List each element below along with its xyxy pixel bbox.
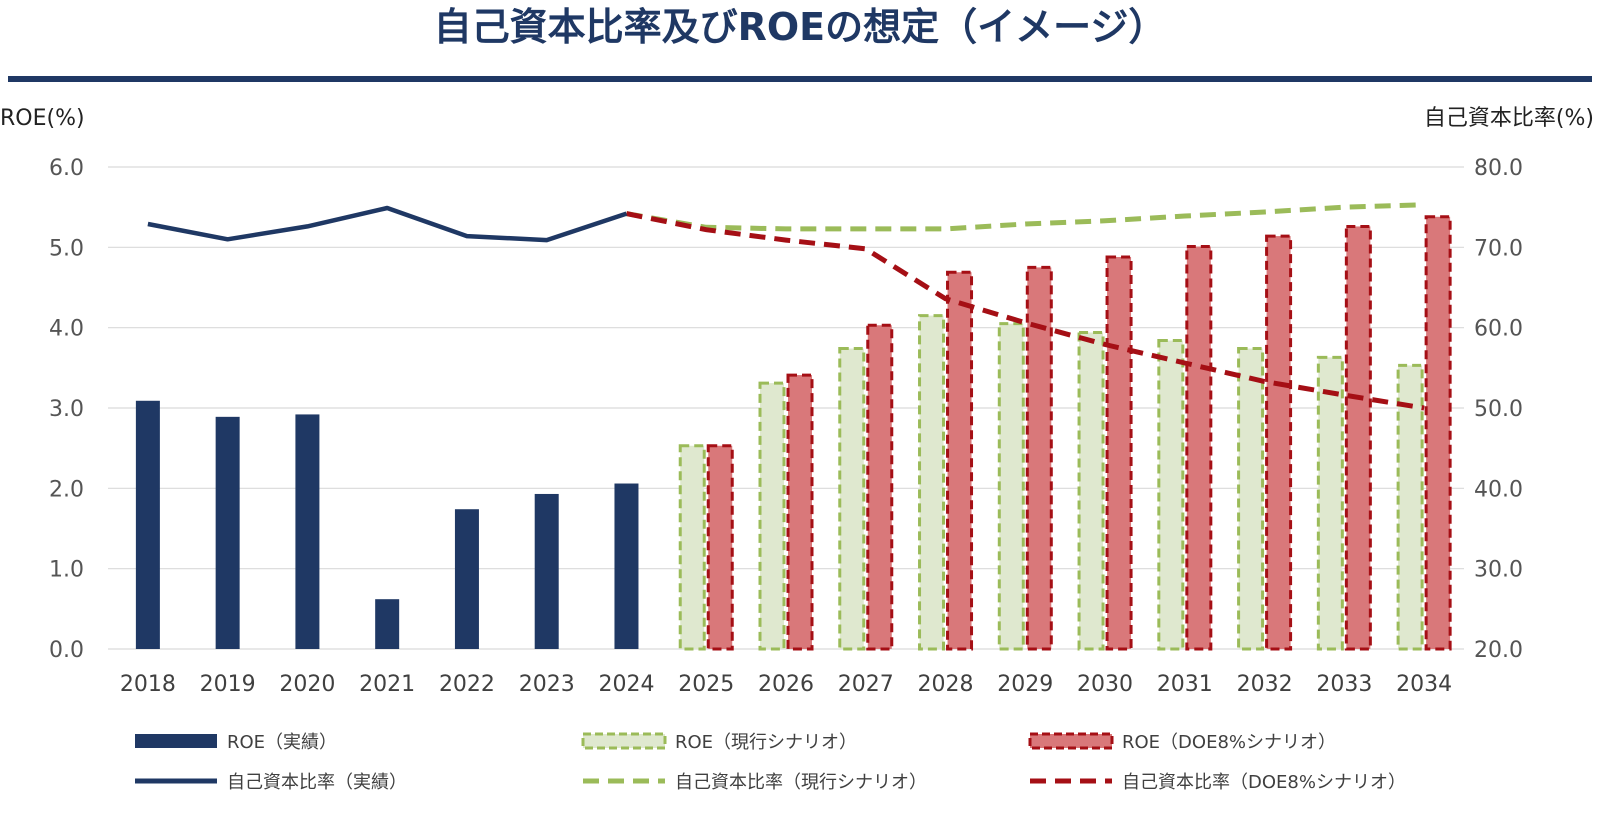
x-tick-label: 2018	[120, 672, 176, 697]
legend-label: 自己資本比率（DOE8%シナリオ）	[1122, 772, 1406, 793]
bar-roe-doe8	[1105, 255, 1133, 651]
y-right-tick-label: 70.0	[1474, 236, 1523, 261]
bars	[135, 215, 1452, 651]
legend-label: ROE（DOE8%シナリオ）	[1122, 732, 1336, 753]
bar-roe-doe8	[786, 373, 814, 651]
x-tick-label: 2027	[838, 672, 894, 697]
bar-roe-current	[997, 322, 1025, 651]
bar-roe-doe8	[1185, 245, 1213, 651]
legend-swatch-bar	[581, 732, 667, 750]
y-left-tick-label: 5.0	[49, 236, 84, 261]
legend-label: ROE（実績）	[227, 732, 337, 753]
line-equity-ratio-actual	[147, 205, 628, 243]
y-right-tick-label: 30.0	[1474, 558, 1523, 583]
x-tick-label: 2030	[1077, 672, 1133, 697]
x-tick-label: 2024	[598, 672, 654, 697]
y-left-tick-label: 0.0	[49, 638, 84, 663]
bar-roe-doe8	[1424, 215, 1452, 651]
bar-roe-actual	[614, 483, 639, 649]
y-right-tick-label: 20.0	[1474, 638, 1523, 663]
bar-roe-doe8	[706, 444, 734, 651]
bar-roe-current	[758, 381, 786, 651]
y-left-tick-label: 1.0	[49, 558, 84, 583]
x-tick-label: 2026	[758, 672, 814, 697]
legend-swatch-bar	[1028, 732, 1114, 750]
line-equity-ratio-doe8	[626, 211, 1425, 411]
line-equity-ratio-current	[626, 202, 1425, 232]
x-tick-label: 2031	[1157, 672, 1213, 697]
bar-roe-actual	[534, 493, 559, 649]
x-tick-label: 2023	[519, 672, 575, 697]
bar-roe-actual	[215, 416, 240, 649]
x-tick-label: 2033	[1316, 672, 1372, 697]
y-left-tick-label: 6.0	[49, 156, 84, 181]
bar-roe-current	[918, 314, 946, 651]
gridlines	[108, 166, 1464, 650]
y-left-ticks: 0.0 1.0 2.0 3.0 4.0 5.0 6.0	[49, 156, 84, 663]
bar-roe-current	[838, 347, 866, 651]
y-right-ticks: 20.0 30.0 40.0 50.0 60.0 70.0 80.0	[1474, 156, 1523, 663]
x-tick-label: 2021	[359, 672, 415, 697]
bar-roe-doe8	[946, 270, 974, 651]
legend: ROE（実績） ROE（現行シナリオ） ROE（DOE8%シナリオ） 自己資本比率（実…	[135, 732, 1406, 793]
bar-roe-doe8	[1265, 234, 1293, 651]
bar-roe-current	[1157, 339, 1185, 651]
x-tick-label: 2032	[1237, 672, 1293, 697]
x-tick-label: 2034	[1396, 672, 1452, 697]
bar-roe-actual	[454, 509, 479, 649]
bar-roe-doe8	[866, 323, 894, 651]
y-right-tick-label: 80.0	[1474, 156, 1523, 181]
lines	[147, 202, 1425, 411]
bar-roe-current	[1316, 355, 1344, 651]
x-axis-ticks: 2018 2019 2020 2021 2022 2023 2024 2025 2026 2027…	[120, 672, 1452, 697]
y-right-tick-label: 40.0	[1474, 477, 1523, 502]
bar-roe-actual	[375, 599, 400, 649]
x-tick-label: 2025	[678, 672, 734, 697]
bar-roe-doe8	[1344, 224, 1372, 651]
y-left-tick-label: 2.0	[49, 477, 84, 502]
bar-roe-current	[1396, 363, 1424, 651]
chart-title: 自己資本比率及びROEの想定（イメージ）	[434, 5, 1167, 49]
bar-roe-current	[1237, 347, 1265, 651]
x-tick-label: 2029	[997, 672, 1053, 697]
bar-roe-current	[1077, 330, 1105, 651]
x-tick-label: 2020	[279, 672, 335, 697]
legend-label: ROE（現行シナリオ）	[675, 732, 857, 753]
legend-swatch-bar	[135, 734, 217, 748]
bar-roe-actual	[135, 400, 160, 649]
x-tick-label: 2019	[200, 672, 256, 697]
legend-label: 自己資本比率（実績）	[227, 772, 407, 793]
y-right-axis-label: 自己資本比率(%)	[1424, 106, 1594, 131]
x-tick-label: 2028	[918, 672, 974, 697]
legend-label: 自己資本比率（現行シナリオ）	[675, 772, 927, 793]
y-right-tick-label: 60.0	[1474, 317, 1523, 342]
bar-roe-actual	[295, 414, 320, 649]
y-left-axis-label: ROE(%)	[0, 106, 85, 131]
y-right-tick-label: 50.0	[1474, 397, 1523, 422]
y-left-tick-label: 4.0	[49, 317, 84, 342]
x-tick-label: 2022	[439, 672, 495, 697]
y-left-tick-label: 3.0	[49, 397, 84, 422]
bar-roe-current	[678, 444, 706, 651]
bar-roe-doe8	[1025, 265, 1053, 651]
title-divider	[8, 76, 1592, 82]
